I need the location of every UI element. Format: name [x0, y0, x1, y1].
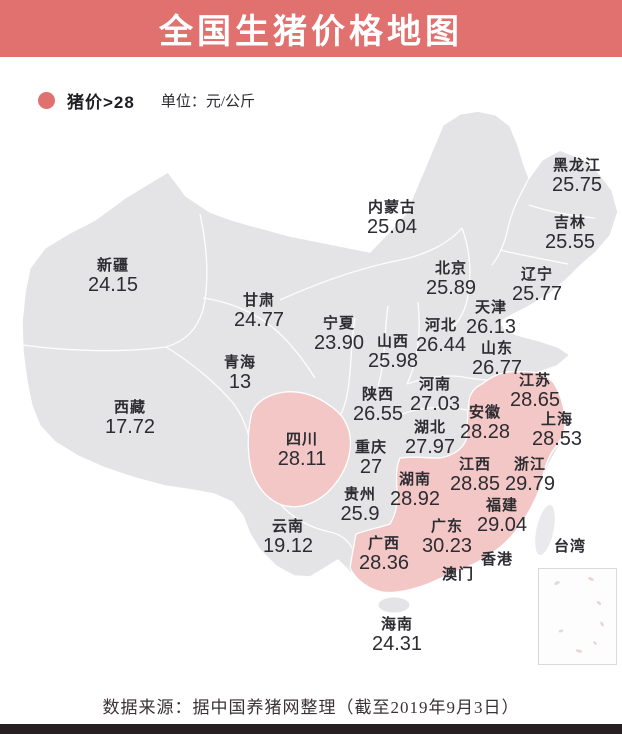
hainan-island — [377, 596, 411, 614]
data-source-note: 数据来源：据中国养猪网整理（截至2019年9月3日） — [102, 698, 520, 717]
region-sichuan-fill — [247, 391, 352, 508]
china-outline — [21, 110, 619, 595]
legend-label: 猪价>28 — [67, 93, 135, 112]
south-china-sea-inset — [538, 568, 617, 665]
footer-bar — [0, 724, 622, 734]
page-title: 全国生猪价格地图 — [159, 13, 463, 51]
legend: 猪价>28 单位：元/公斤 — [38, 88, 255, 113]
taiwan-island — [534, 503, 556, 557]
region-southeast-fill — [349, 370, 566, 594]
title-bar: 全国生猪价格地图 — [0, 0, 622, 57]
inset-islands-icon — [554, 577, 604, 653]
legend-dot-icon — [38, 92, 55, 109]
unit-label: 单位：元/公斤 — [160, 94, 256, 110]
